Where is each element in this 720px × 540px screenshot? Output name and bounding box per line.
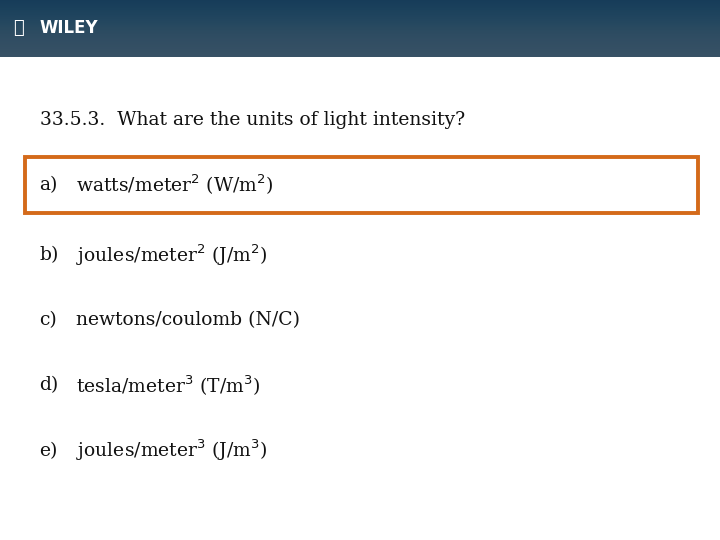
- Text: newtons/coulomb (N/C): newtons/coulomb (N/C): [76, 311, 300, 329]
- Text: joules/meter$^{2}$ (J/m$^{2}$): joules/meter$^{2}$ (J/m$^{2}$): [76, 242, 267, 268]
- Text: watts/meter$^{2}$ (W/m$^{2}$): watts/meter$^{2}$ (W/m$^{2}$): [76, 173, 273, 197]
- Text: 33.5.3.  What are the units of light intensity?: 33.5.3. What are the units of light inte…: [40, 111, 464, 129]
- Text: joules/meter$^{3}$ (J/m$^{3}$): joules/meter$^{3}$ (J/m$^{3}$): [76, 438, 267, 463]
- Text: a): a): [40, 176, 58, 194]
- Text: WILEY: WILEY: [40, 19, 98, 37]
- Text: tesla/meter$^{3}$ (T/m$^{3}$): tesla/meter$^{3}$ (T/m$^{3}$): [76, 373, 260, 397]
- Text: e): e): [40, 442, 58, 460]
- FancyBboxPatch shape: [25, 157, 698, 213]
- Text: c): c): [40, 311, 58, 329]
- Text: Ⓢ: Ⓢ: [13, 19, 24, 37]
- Text: d): d): [40, 376, 59, 394]
- Text: b): b): [40, 246, 59, 264]
